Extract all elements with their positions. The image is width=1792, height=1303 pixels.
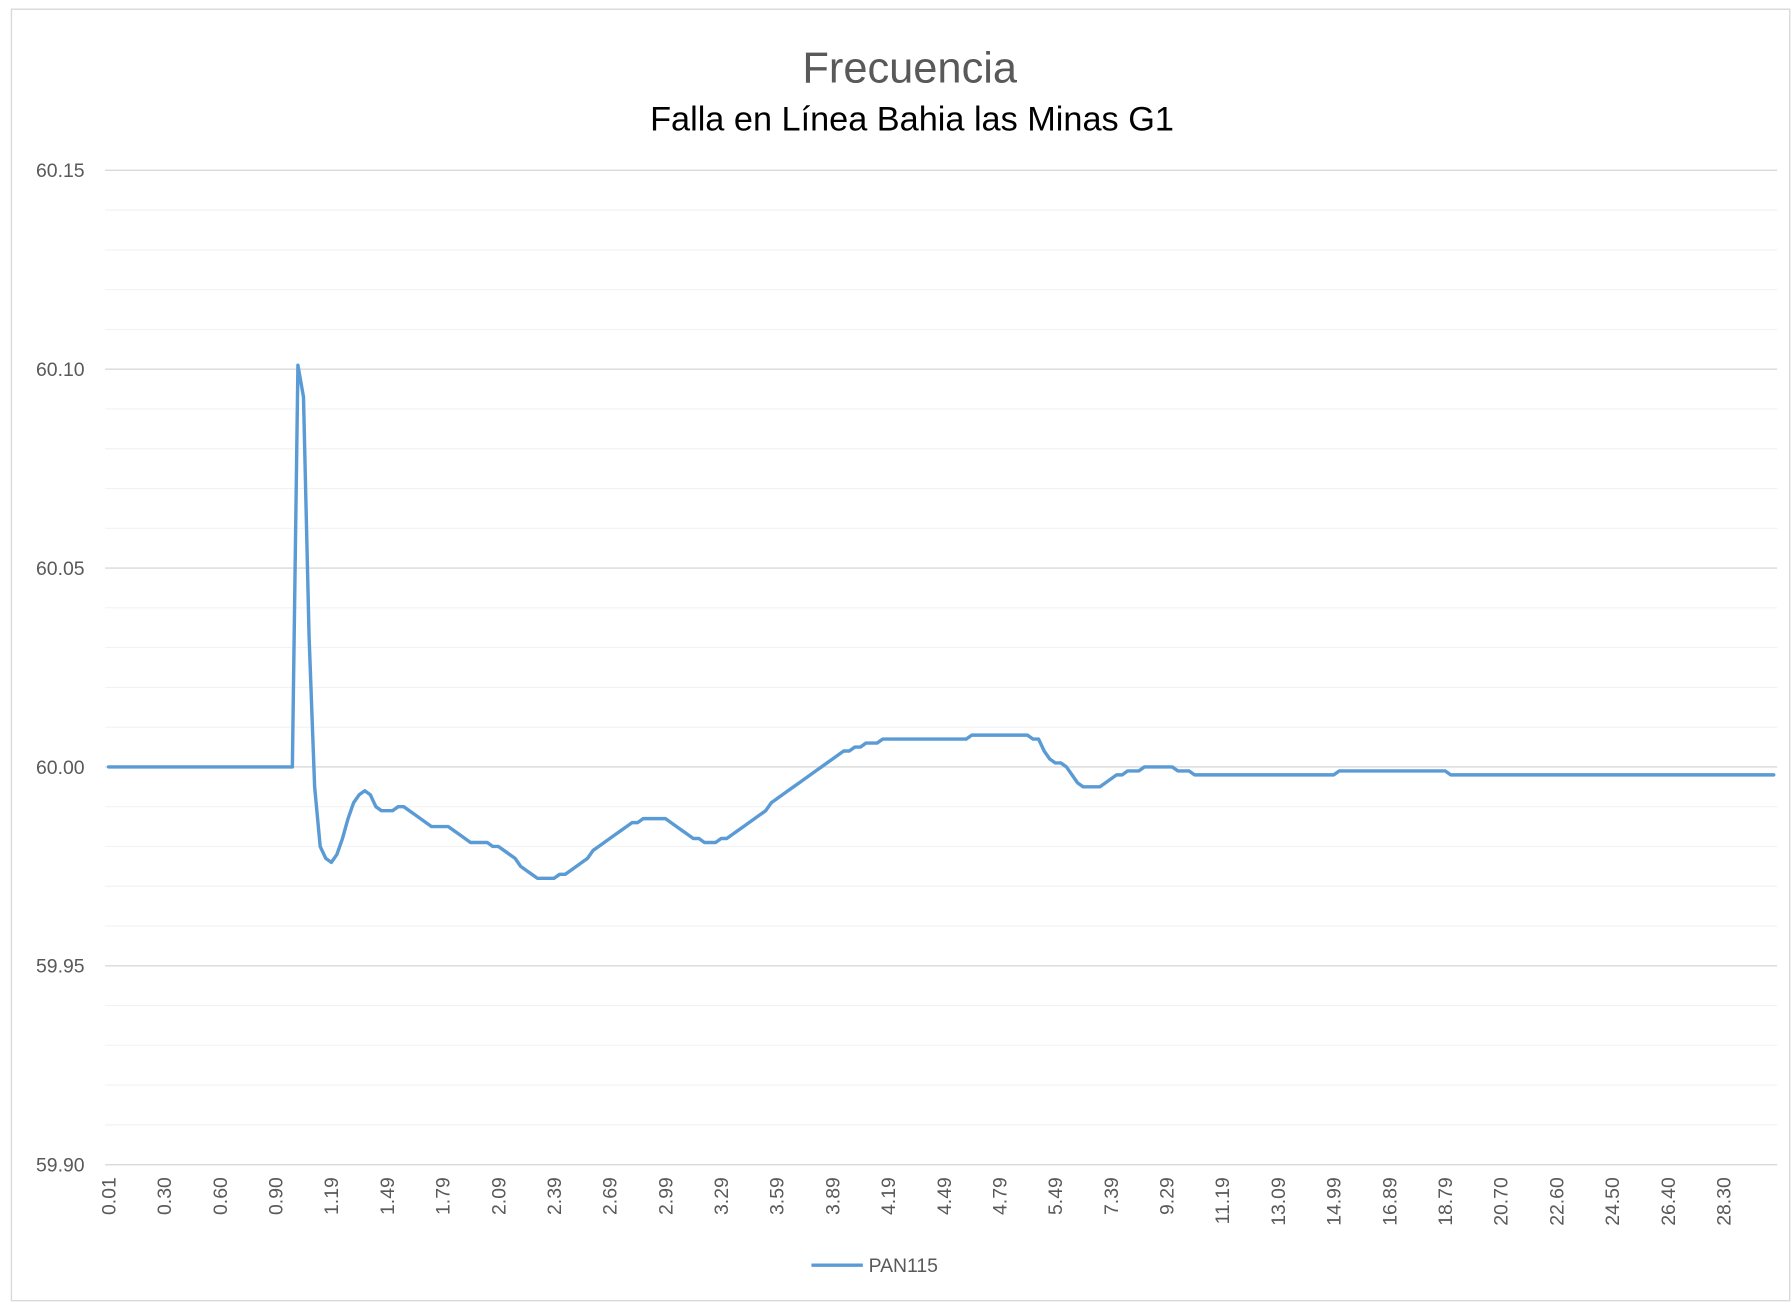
y-tick-label: 60.15: [36, 160, 85, 182]
x-tick-label: 1.79: [433, 1177, 455, 1215]
x-tick-label: 2.99: [655, 1177, 677, 1215]
x-tick-label: 3.59: [767, 1177, 789, 1215]
x-tick-label: 2.39: [544, 1177, 566, 1215]
x-tick-label: 0.60: [210, 1177, 232, 1215]
x-tick-label: 20.70: [1491, 1177, 1513, 1226]
data-line: [106, 363, 1776, 881]
x-tick-label: 0.90: [265, 1177, 287, 1215]
x-tick-label: 1.19: [321, 1177, 343, 1215]
chart-title: Frecuencia: [802, 44, 1018, 92]
x-tick-label: 11.19: [1212, 1177, 1234, 1224]
x-tick-label: 18.79: [1435, 1177, 1457, 1226]
x-tick-label: 28.30: [1713, 1177, 1735, 1226]
x-tick-label: 16.89: [1379, 1177, 1401, 1226]
x-tick-label: 0.30: [154, 1177, 176, 1215]
x-tick-label: 4.49: [934, 1177, 956, 1215]
x-tick-label: 0.01: [98, 1177, 120, 1215]
x-tick-label: 1.49: [377, 1177, 399, 1215]
x-tick-label: 4.79: [989, 1177, 1011, 1215]
chart-subtitle: Falla en Línea Bahia las Minas G1: [650, 100, 1174, 138]
x-tick-label: 5.49: [1045, 1177, 1067, 1215]
x-tick-label: 2.69: [600, 1177, 622, 1215]
x-tick-label: 4.19: [878, 1177, 900, 1215]
y-tick-label: 60.00: [36, 757, 85, 779]
x-tick-label: 9.29: [1157, 1177, 1179, 1215]
x-tick-label: 7.39: [1101, 1177, 1123, 1215]
y-tick-label: 59.95: [36, 956, 85, 978]
x-tick-label: 3.29: [711, 1177, 733, 1215]
x-tick-label: 26.40: [1658, 1177, 1680, 1226]
x-tick-label: 22.60: [1546, 1177, 1568, 1226]
x-tick-label: 13.09: [1268, 1177, 1290, 1226]
x-tick-label: 2.09: [488, 1177, 510, 1215]
legend-label: PAN115: [869, 1255, 938, 1277]
x-tick-label: 3.89: [822, 1177, 844, 1215]
chart-border: [10, 8, 1791, 1302]
x-tick-label: 24.50: [1602, 1177, 1624, 1226]
y-tick-label: 60.10: [36, 359, 85, 381]
y-tick-label: 60.05: [36, 558, 85, 580]
y-tick-label: 59.90: [36, 1154, 85, 1176]
x-tick-label: 14.99: [1324, 1177, 1346, 1226]
